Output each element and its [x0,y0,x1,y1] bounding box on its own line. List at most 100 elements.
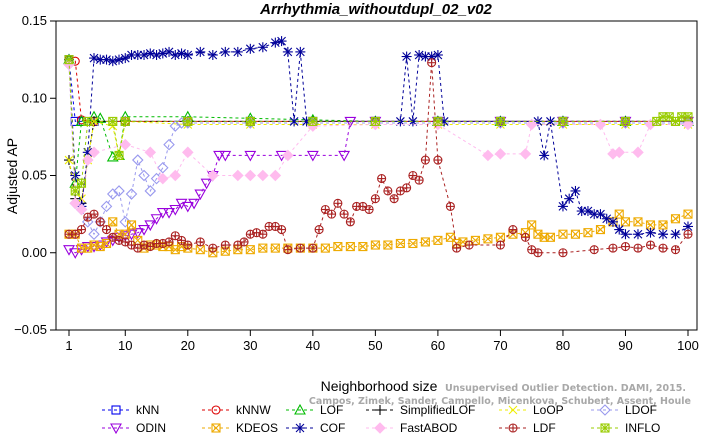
data-point [557,201,568,212]
data-point [445,201,455,211]
data-point [670,229,681,240]
data-point [345,242,355,252]
data-point [683,229,693,239]
data-point [95,54,106,65]
legend-item-kdeos: KDEOS [202,421,278,434]
data-point [482,149,494,162]
watermark-line-2: Campos, Zimek, Sander, Campello, Micenko… [309,396,691,407]
axis-ticks: 1 10 20 30 40 50 60 70 80 90 100 −0.05 0.00 0.05 0.10 0… [14,13,699,353]
y-tick-label: 0.10 [22,90,47,105]
data-point [176,48,187,59]
data-point [558,248,568,258]
legend-swatch-marker [508,423,518,433]
data-point [495,232,505,242]
data-point [164,237,174,247]
data-point [194,189,207,201]
series-knnw [64,55,693,126]
data-point [207,169,219,182]
data-point [483,234,493,244]
data-point [306,150,319,162]
legend-item-cof: COF [286,421,345,434]
x-tick-label: 70 [493,338,507,353]
data-point [131,228,144,239]
data-point [344,116,357,128]
data-point [595,225,606,235]
data-point [339,209,349,219]
data-point [83,116,93,126]
data-point [119,138,132,151]
data-point [220,46,231,57]
legend-swatch-marker [111,405,121,415]
data-point [101,225,112,235]
data-point [208,243,218,253]
series-fastabod [63,58,694,216]
data-point [377,174,387,184]
data-point [101,238,112,249]
data-point [195,245,205,255]
data-point [408,170,418,181]
legend-label: LOF [320,403,343,417]
data-point [570,185,581,196]
data-point [495,240,505,250]
data-point [658,220,668,230]
legend-item-odin: ODIN [102,421,166,434]
data-point [75,203,88,216]
data-point [282,149,294,162]
data-point [69,197,82,210]
data-point [88,146,100,159]
data-point [170,49,181,60]
data-point [64,155,74,165]
legend-swatch-marker [375,405,385,415]
data-point [95,217,105,227]
data-point [244,169,257,182]
legend-item-simplifiedlof: SimplifiedLOF [366,403,475,417]
legend-swatch-marker [211,405,221,415]
legend-swatch-marker [600,423,610,433]
data-point [114,150,124,160]
x-axis-label: Neighborhood size [321,378,438,394]
data-point [645,240,656,250]
data-point [389,194,399,204]
data-point [150,214,163,225]
legend-label: LoOP [533,403,564,417]
data-point [257,42,268,53]
data-point [370,116,380,126]
data-point [163,208,175,219]
data-point [64,55,74,65]
data-point [370,194,380,204]
data-point [245,245,255,255]
data-point [175,117,188,129]
data-point [100,200,113,213]
series-line-ldf [69,62,689,254]
legend-swatch-marker [211,423,221,433]
data-point [402,183,412,193]
data-point [108,116,118,126]
data-point [525,118,538,131]
data-point [181,201,194,213]
data-point [70,229,80,239]
data-point [70,170,81,181]
data-point [607,216,618,227]
series-line-ldof [68,64,688,236]
legend-item-inflo: INFLO [591,421,660,434]
data-point [144,185,157,197]
legend-item-loop: LoOP [499,403,564,417]
data-point [257,169,269,182]
data-point [101,54,112,65]
data-point [433,116,443,126]
data-point [170,231,180,241]
data-point [119,216,132,228]
data-point [333,242,343,252]
data-point [539,150,550,161]
data-point [232,169,244,182]
series-inflo [64,55,693,196]
data-point [614,209,624,219]
data-point [519,148,532,160]
legend-item-knnw: kNNW [202,403,271,417]
data-point [658,243,668,253]
data-point [176,235,187,245]
data-point [589,245,599,255]
data-point [239,237,249,247]
legend-label: KDEOS [236,421,278,434]
